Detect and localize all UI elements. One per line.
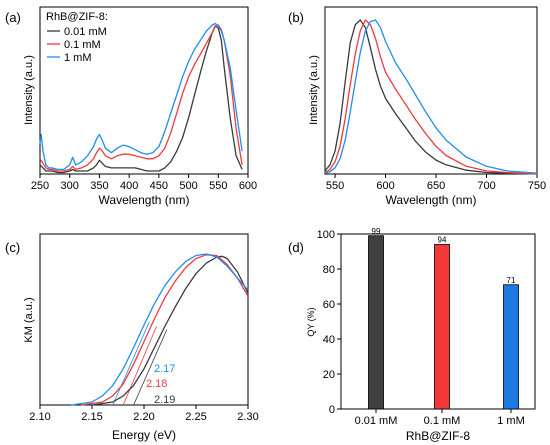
xtick-label: 550 bbox=[326, 180, 344, 192]
ytick-label: 100 bbox=[317, 229, 335, 241]
panel-d-ylabel: QY (%) bbox=[306, 307, 316, 336]
series-line-0 bbox=[91, 255, 249, 406]
panel-c-label: (c) bbox=[5, 240, 20, 255]
xtick-label: 550 bbox=[209, 180, 227, 192]
panel-a-label: (a) bbox=[5, 10, 21, 25]
annotation-2-17: 2.17 bbox=[154, 363, 175, 375]
xtick-label: 400 bbox=[120, 180, 138, 192]
panel-b-series bbox=[324, 19, 538, 175]
bar-value-label: 99 bbox=[372, 227, 381, 236]
panel-b-xticks: 550 600 650 700 750 bbox=[326, 174, 546, 192]
xtick-label: 650 bbox=[427, 180, 445, 192]
annotation-2-19: 2.19 bbox=[154, 394, 175, 406]
xtick-label: 450 bbox=[150, 180, 168, 192]
panel-b-xlabel: Wavelength (nm) bbox=[386, 193, 477, 207]
xtick-label: 2.30 bbox=[237, 411, 258, 423]
panel-d-xlabel: RhB@ZIF-8 bbox=[406, 429, 471, 443]
xtick-label: 500 bbox=[179, 180, 197, 192]
xtick-label: 2.20 bbox=[133, 411, 154, 423]
tangent-line-1 bbox=[122, 326, 157, 406]
tangent-line-2 bbox=[133, 329, 168, 406]
panel-c-frame bbox=[39, 233, 249, 406]
xtick-label: 250 bbox=[31, 180, 49, 192]
ytick-label: 80 bbox=[323, 264, 335, 276]
legend-entry-2: 1 mM bbox=[64, 52, 92, 64]
panel-b-ylabel: Intensity (a.u.) bbox=[308, 55, 320, 125]
bar-value-label: 94 bbox=[438, 236, 447, 245]
xtick-label: 2.10 bbox=[29, 411, 50, 423]
panel-b-label: (b) bbox=[288, 10, 304, 25]
ytick-label: 0 bbox=[329, 404, 335, 416]
annotation-2-18: 2.18 bbox=[146, 378, 167, 390]
xtick-label: 300 bbox=[61, 180, 79, 192]
ytick-label: 60 bbox=[323, 299, 335, 311]
panel-a-ylabel: Intensity (a.u.) bbox=[23, 55, 35, 125]
category-label: 0.01 mM bbox=[355, 415, 398, 427]
panel-d-yticks: 0 20 40 60 80 100 bbox=[317, 229, 341, 416]
panel-c-tangents bbox=[112, 321, 168, 406]
panel-d: (d) QY (%) RhB@ZIF-8 0 20 40 60 80 100 99 0.01… bbox=[288, 227, 536, 443]
panel-a-xlabel: Wavelength (nm) bbox=[99, 193, 190, 207]
xtick-label: 600 bbox=[376, 180, 394, 192]
panel-a-xticks: 250 300 350 400 450 500 550 600 bbox=[31, 174, 257, 192]
panel-b-frame bbox=[324, 6, 538, 175]
xtick-label: 750 bbox=[528, 180, 546, 192]
panel-a-frame bbox=[39, 6, 249, 175]
panel-c: (c) KM (a.u.) Energy (eV) 2.10 2.15 2.20 2.… bbox=[5, 233, 259, 442]
panel-d-label: (d) bbox=[288, 240, 304, 255]
category-label: 1 mM bbox=[497, 415, 525, 427]
legend-entry-1: 0.1 mM bbox=[64, 39, 101, 51]
bar-1 bbox=[434, 244, 450, 410]
xtick-label: 600 bbox=[239, 180, 257, 192]
category-label: 0.1 mM bbox=[424, 415, 461, 427]
ytick-label: 40 bbox=[323, 334, 335, 346]
panel-b: (b) Intensity (a.u.) Wavelength (nm) 550… bbox=[288, 6, 546, 207]
panel-d-bars: 99 0.01 mM 94 0.1 mM 71 1 mM bbox=[355, 227, 525, 427]
ytick-label: 20 bbox=[323, 369, 335, 381]
panel-a-legend: RhB@ZIF-8: 0.01 mM 0.1 mM 1 mM bbox=[46, 11, 108, 64]
bar-0 bbox=[368, 235, 384, 410]
series-line-1 bbox=[324, 19, 538, 175]
xtick-label: 2.25 bbox=[185, 411, 206, 423]
tangent-line-0 bbox=[112, 321, 150, 406]
legend-title: RhB@ZIF-8: bbox=[46, 11, 108, 23]
series-line-2 bbox=[324, 19, 538, 174]
panel-c-series bbox=[71, 253, 249, 406]
panel-a: (a) Intensity (a.u.) Wavelength (nm) 250… bbox=[5, 6, 257, 207]
xtick-label: 350 bbox=[90, 180, 108, 192]
panel-c-xticks: 2.10 2.15 2.20 2.25 2.30 bbox=[29, 405, 259, 423]
panel-c-xlabel: Energy (eV) bbox=[112, 428, 176, 442]
series-line-1 bbox=[81, 254, 249, 406]
legend-entry-0: 0.01 mM bbox=[64, 26, 107, 38]
series-line-2 bbox=[71, 253, 249, 406]
bar-value-label: 71 bbox=[507, 276, 516, 285]
xtick-label: 2.15 bbox=[81, 411, 102, 423]
series-line-1 bbox=[39, 24, 243, 172]
panel-a-series bbox=[39, 22, 243, 174]
series-line-0 bbox=[324, 19, 538, 175]
series-line-2 bbox=[39, 22, 243, 171]
panel-c-ylabel: KM (a.u.) bbox=[23, 297, 35, 342]
bar-2 bbox=[503, 284, 519, 410]
xtick-label: 700 bbox=[477, 180, 495, 192]
